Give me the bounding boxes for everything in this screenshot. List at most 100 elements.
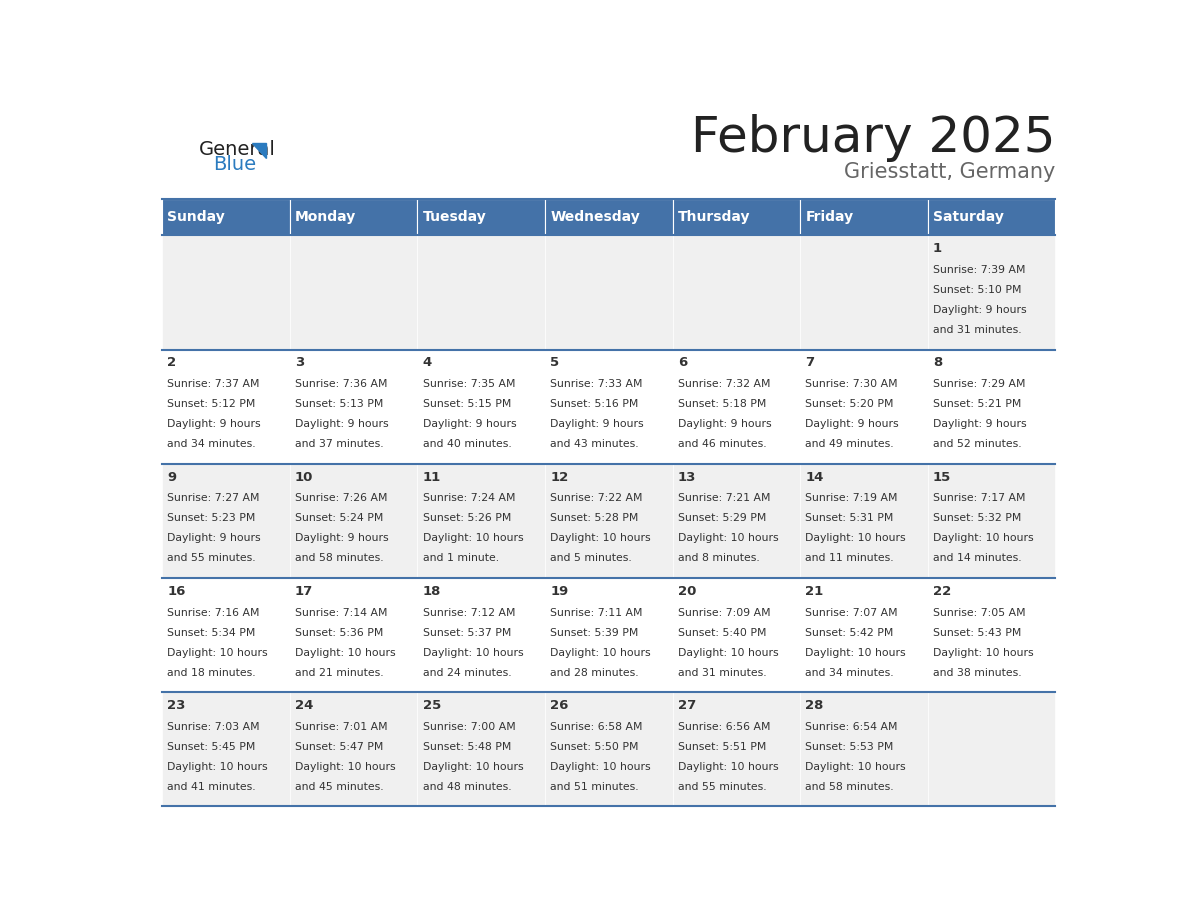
Text: 28: 28 xyxy=(805,699,823,712)
Text: Daylight: 10 hours: Daylight: 10 hours xyxy=(677,647,778,657)
Text: 21: 21 xyxy=(805,585,823,598)
FancyBboxPatch shape xyxy=(672,198,801,235)
Text: Daylight: 10 hours: Daylight: 10 hours xyxy=(933,533,1034,543)
Text: Sunset: 5:31 PM: Sunset: 5:31 PM xyxy=(805,513,893,523)
Text: 13: 13 xyxy=(677,471,696,484)
Text: Daylight: 9 hours: Daylight: 9 hours xyxy=(933,420,1026,430)
Text: and 8 minutes.: and 8 minutes. xyxy=(677,554,759,564)
FancyBboxPatch shape xyxy=(417,350,545,464)
FancyBboxPatch shape xyxy=(417,692,545,806)
Text: Sunrise: 7:32 AM: Sunrise: 7:32 AM xyxy=(677,379,770,389)
FancyBboxPatch shape xyxy=(801,578,928,692)
Text: and 21 minutes.: and 21 minutes. xyxy=(295,667,384,677)
Text: 24: 24 xyxy=(295,699,314,712)
Text: Daylight: 9 hours: Daylight: 9 hours xyxy=(423,420,517,430)
Text: Sunrise: 7:09 AM: Sunrise: 7:09 AM xyxy=(677,608,770,618)
Text: Sunrise: 7:29 AM: Sunrise: 7:29 AM xyxy=(933,379,1025,389)
FancyBboxPatch shape xyxy=(928,578,1055,692)
Text: 20: 20 xyxy=(677,585,696,598)
Text: 4: 4 xyxy=(423,356,431,369)
Text: Daylight: 9 hours: Daylight: 9 hours xyxy=(295,420,388,430)
Text: Sunrise: 6:58 AM: Sunrise: 6:58 AM xyxy=(550,722,643,732)
Text: Daylight: 9 hours: Daylight: 9 hours xyxy=(677,420,771,430)
Text: and 49 minutes.: and 49 minutes. xyxy=(805,439,893,449)
Text: Daylight: 10 hours: Daylight: 10 hours xyxy=(423,762,523,772)
Text: and 14 minutes.: and 14 minutes. xyxy=(933,554,1022,564)
Text: Sunset: 5:18 PM: Sunset: 5:18 PM xyxy=(677,399,766,409)
Text: Sunset: 5:26 PM: Sunset: 5:26 PM xyxy=(423,513,511,523)
Text: Sunrise: 7:19 AM: Sunrise: 7:19 AM xyxy=(805,494,898,503)
Text: Saturday: Saturday xyxy=(933,210,1004,224)
Text: 3: 3 xyxy=(295,356,304,369)
Text: and 55 minutes.: and 55 minutes. xyxy=(168,554,257,564)
Text: Sunrise: 7:17 AM: Sunrise: 7:17 AM xyxy=(933,494,1025,503)
Text: 23: 23 xyxy=(168,699,185,712)
FancyBboxPatch shape xyxy=(290,578,417,692)
Text: Sunset: 5:28 PM: Sunset: 5:28 PM xyxy=(550,513,638,523)
Text: Sunrise: 7:03 AM: Sunrise: 7:03 AM xyxy=(168,722,260,732)
FancyBboxPatch shape xyxy=(928,464,1055,578)
Text: and 52 minutes.: and 52 minutes. xyxy=(933,439,1022,449)
FancyBboxPatch shape xyxy=(545,464,672,578)
Text: Sunrise: 7:12 AM: Sunrise: 7:12 AM xyxy=(423,608,516,618)
Text: Sunset: 5:36 PM: Sunset: 5:36 PM xyxy=(295,628,384,638)
Text: Sunrise: 7:01 AM: Sunrise: 7:01 AM xyxy=(295,722,387,732)
FancyBboxPatch shape xyxy=(928,350,1055,464)
FancyBboxPatch shape xyxy=(928,692,1055,806)
Text: Daylight: 10 hours: Daylight: 10 hours xyxy=(805,762,906,772)
Text: Daylight: 10 hours: Daylight: 10 hours xyxy=(805,533,906,543)
FancyBboxPatch shape xyxy=(163,198,290,235)
Text: Sunrise: 7:27 AM: Sunrise: 7:27 AM xyxy=(168,494,260,503)
Text: Sunset: 5:42 PM: Sunset: 5:42 PM xyxy=(805,628,893,638)
FancyBboxPatch shape xyxy=(672,235,801,350)
FancyBboxPatch shape xyxy=(163,350,290,464)
FancyBboxPatch shape xyxy=(163,464,290,578)
Text: 9: 9 xyxy=(168,471,177,484)
Text: and 51 minutes.: and 51 minutes. xyxy=(550,782,639,792)
Text: and 11 minutes.: and 11 minutes. xyxy=(805,554,893,564)
Text: Sunset: 5:45 PM: Sunset: 5:45 PM xyxy=(168,742,255,752)
Text: and 5 minutes.: and 5 minutes. xyxy=(550,554,632,564)
Text: 26: 26 xyxy=(550,699,569,712)
Text: Sunset: 5:32 PM: Sunset: 5:32 PM xyxy=(933,513,1022,523)
Text: Sunrise: 7:30 AM: Sunrise: 7:30 AM xyxy=(805,379,898,389)
Text: Sunrise: 7:36 AM: Sunrise: 7:36 AM xyxy=(295,379,387,389)
Text: and 34 minutes.: and 34 minutes. xyxy=(168,439,257,449)
FancyBboxPatch shape xyxy=(290,235,417,350)
Text: Sunrise: 7:24 AM: Sunrise: 7:24 AM xyxy=(423,494,516,503)
Text: Sunrise: 6:56 AM: Sunrise: 6:56 AM xyxy=(677,722,770,732)
Text: and 40 minutes.: and 40 minutes. xyxy=(423,439,511,449)
Text: and 41 minutes.: and 41 minutes. xyxy=(168,782,257,792)
Text: Sunrise: 7:11 AM: Sunrise: 7:11 AM xyxy=(550,608,643,618)
Text: Sunset: 5:15 PM: Sunset: 5:15 PM xyxy=(423,399,511,409)
Text: 22: 22 xyxy=(933,585,952,598)
Text: Monday: Monday xyxy=(295,210,356,224)
Text: 16: 16 xyxy=(168,585,185,598)
Text: Sunrise: 7:16 AM: Sunrise: 7:16 AM xyxy=(168,608,260,618)
Text: Daylight: 10 hours: Daylight: 10 hours xyxy=(168,762,268,772)
Text: Daylight: 10 hours: Daylight: 10 hours xyxy=(423,647,523,657)
Text: Sunset: 5:43 PM: Sunset: 5:43 PM xyxy=(933,628,1022,638)
Text: Sunset: 5:23 PM: Sunset: 5:23 PM xyxy=(168,513,255,523)
FancyBboxPatch shape xyxy=(417,198,545,235)
Text: Daylight: 10 hours: Daylight: 10 hours xyxy=(677,533,778,543)
Text: and 31 minutes.: and 31 minutes. xyxy=(933,325,1022,335)
Text: Sunrise: 7:14 AM: Sunrise: 7:14 AM xyxy=(295,608,387,618)
Text: Daylight: 10 hours: Daylight: 10 hours xyxy=(550,533,651,543)
Text: Friday: Friday xyxy=(805,210,853,224)
Text: and 58 minutes.: and 58 minutes. xyxy=(295,554,384,564)
Text: 17: 17 xyxy=(295,585,314,598)
Text: Tuesday: Tuesday xyxy=(423,210,486,224)
Text: Sunrise: 7:39 AM: Sunrise: 7:39 AM xyxy=(933,265,1025,275)
Text: and 34 minutes.: and 34 minutes. xyxy=(805,667,893,677)
Text: and 28 minutes.: and 28 minutes. xyxy=(550,667,639,677)
Text: Sunset: 5:34 PM: Sunset: 5:34 PM xyxy=(168,628,255,638)
Text: Sunset: 5:20 PM: Sunset: 5:20 PM xyxy=(805,399,893,409)
FancyBboxPatch shape xyxy=(928,198,1055,235)
Text: and 37 minutes.: and 37 minutes. xyxy=(295,439,384,449)
Text: 25: 25 xyxy=(423,699,441,712)
Text: Sunrise: 7:22 AM: Sunrise: 7:22 AM xyxy=(550,494,643,503)
Text: Sunset: 5:24 PM: Sunset: 5:24 PM xyxy=(295,513,384,523)
Text: Sunset: 5:13 PM: Sunset: 5:13 PM xyxy=(295,399,384,409)
FancyBboxPatch shape xyxy=(545,235,672,350)
